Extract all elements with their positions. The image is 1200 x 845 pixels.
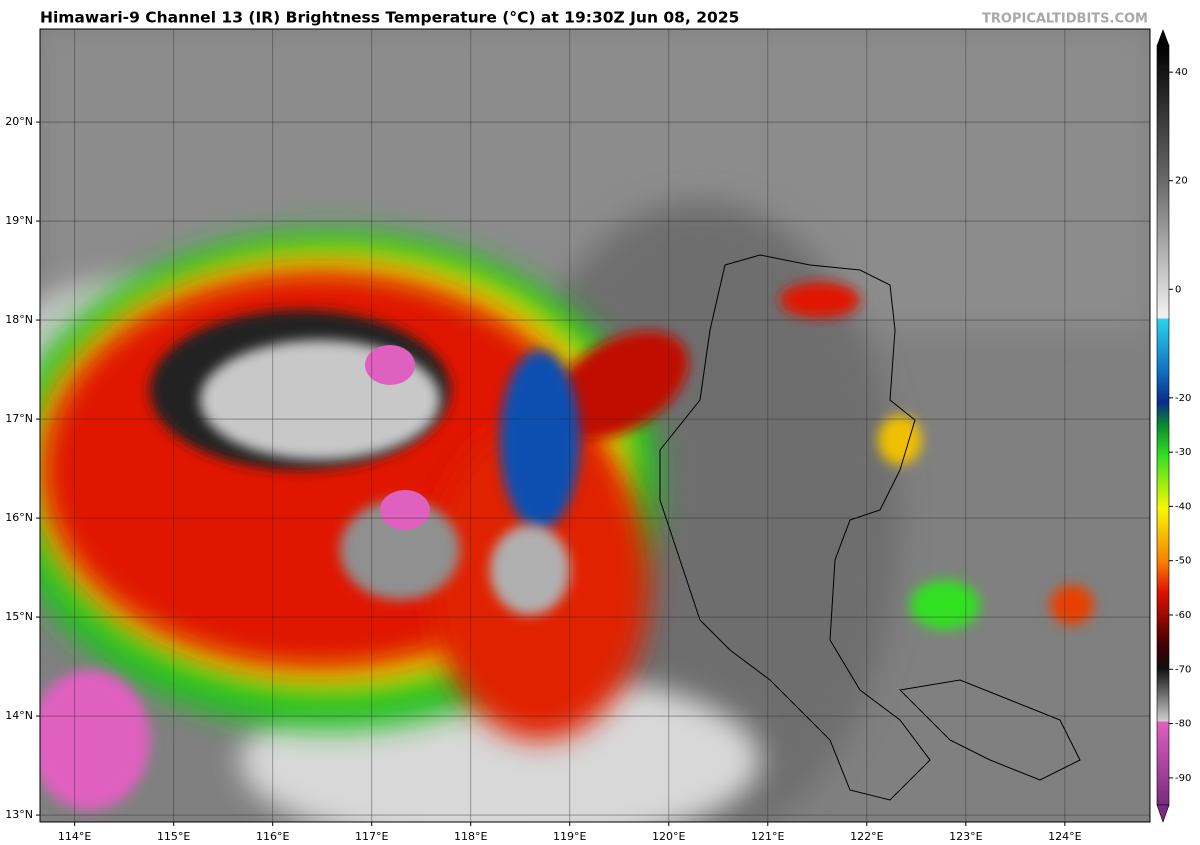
colorbar-tick-label: -20 — [1175, 393, 1191, 404]
colorbar-tick-label: 40 — [1175, 67, 1188, 78]
lon-tick-label: 119°E — [553, 830, 586, 843]
lon-tick-label: 122°E — [850, 830, 883, 843]
lon-tick-label: 116°E — [256, 830, 289, 843]
lon-tick-label: 120°E — [652, 830, 685, 843]
lat-tick-label: 18°N — [5, 313, 33, 326]
lon-tick-label: 117°E — [355, 830, 388, 843]
colorbar-tick-label: -80 — [1175, 719, 1191, 730]
colorbar-tick-label: 20 — [1175, 176, 1188, 187]
lon-tick-label: 115°E — [157, 830, 190, 843]
lat-tick-label: 14°N — [5, 709, 33, 722]
lat-tick-label: 15°N — [5, 610, 33, 623]
satellite-imagery — [40, 29, 1150, 822]
colorbar-tick-label: -90 — [1175, 773, 1191, 784]
lon-tick-label: 124°E — [1048, 830, 1081, 843]
lon-tick-label: 114°E — [58, 830, 91, 843]
lat-tick-label: 19°N — [5, 214, 33, 227]
lon-tick-label: 123°E — [949, 830, 982, 843]
colorbar-tick-label: -70 — [1175, 664, 1191, 675]
colorbar-tick-label: 0 — [1175, 284, 1181, 295]
lat-tick-label: 20°N — [5, 115, 33, 128]
lat-tick-label: 13°N — [5, 808, 33, 821]
colorbar-tick-label: -40 — [1175, 501, 1191, 512]
colorbar-extend-top — [1157, 29, 1169, 45]
map-title: Himawari-9 Channel 13 (IR) Brightness Te… — [40, 9, 739, 27]
credit: TROPICALTIDBITS.COM — [982, 12, 1148, 27]
colorbar-tick-label: -30 — [1175, 447, 1191, 458]
colorbar-tick-label: -50 — [1175, 556, 1191, 567]
colorbar — [1156, 44, 1170, 806]
colorbar-extend-bottom — [1156, 804, 1170, 823]
lat-tick-label: 16°N — [5, 511, 33, 524]
lat-tick-label: 17°N — [5, 412, 33, 425]
map-frame — [39, 28, 1151, 823]
lon-tick-label: 121°E — [751, 830, 784, 843]
lon-tick-label: 118°E — [454, 830, 487, 843]
colorbar-tick-label: -60 — [1175, 610, 1191, 621]
